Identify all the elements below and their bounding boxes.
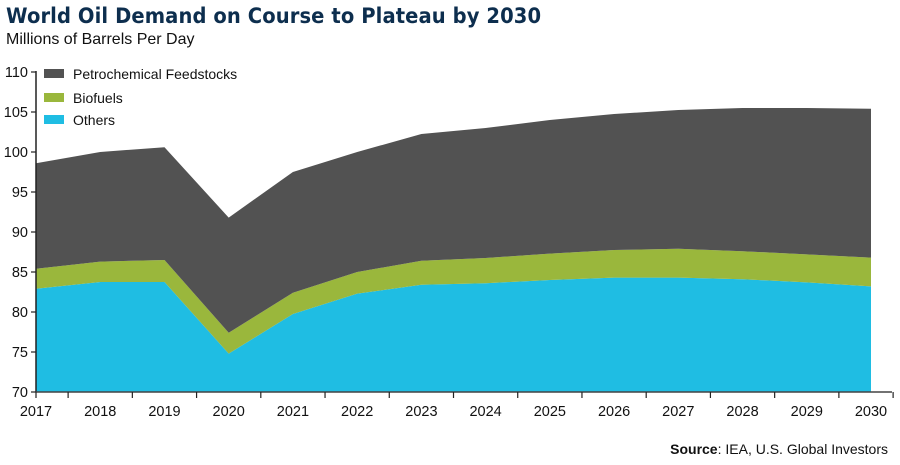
x-tick-label: 2026: [598, 404, 630, 420]
x-tick-label: 2020: [213, 404, 245, 420]
area-layer: [36, 108, 871, 392]
y-tick-label: 110: [5, 65, 28, 81]
legend-label-petrochemical: Petrochemical Feedstocks: [73, 66, 237, 82]
x-tick-label: 2030: [855, 404, 887, 420]
chart-title: World Oil Demand on Course to Plateau by…: [6, 4, 542, 28]
source-label: Source: [670, 441, 718, 457]
source-note: Source: IEA, U.S. Global Investors: [670, 441, 888, 457]
y-tick-label: 105: [4, 105, 28, 121]
legend-swatch-petrochemical: [44, 69, 64, 78]
area-others: [36, 277, 871, 392]
x-tick-label: 2028: [726, 404, 758, 420]
x-tick-label: 2021: [277, 404, 309, 420]
x-tick-label: 2022: [341, 404, 373, 420]
y-tick-label: 80: [12, 305, 28, 321]
area-biofuels: [36, 248, 871, 354]
x-tick-label: 2025: [534, 404, 566, 420]
y-tick-label: 70: [12, 385, 28, 401]
legend-swatch-others: [44, 115, 64, 124]
x-tick-label: 2029: [791, 404, 823, 420]
x-tick-label: 2019: [148, 404, 180, 420]
legend-label-others: Others: [73, 112, 115, 128]
legend: Petrochemical Feedstocks Biofuels Others: [44, 66, 237, 128]
y-tick-label: 75: [12, 345, 28, 361]
y-tick-label: 85: [12, 265, 28, 281]
x-tick-label: 2018: [84, 404, 116, 420]
x-tick-label: 2023: [405, 404, 437, 420]
chart-subtitle: Millions of Barrels Per Day: [6, 31, 195, 48]
source-text: : IEA, U.S. Global Investors: [717, 441, 888, 457]
legend-label-biofuels: Biofuels: [73, 90, 123, 106]
x-tick-label: 2027: [662, 404, 694, 420]
area-petrochemical: [36, 108, 871, 333]
y-tick-label: 90: [12, 225, 28, 241]
y-tick-label: 100: [4, 145, 28, 161]
x-tick-label: 2024: [469, 404, 501, 420]
axes-layer: 70 75 80 85 90 95 100 105 110 2017 2018 2019 2020 202…: [4, 65, 894, 420]
x-tick-label: 2017: [20, 404, 52, 420]
y-tick-label: 95: [12, 185, 28, 201]
legend-swatch-biofuels: [44, 93, 64, 102]
